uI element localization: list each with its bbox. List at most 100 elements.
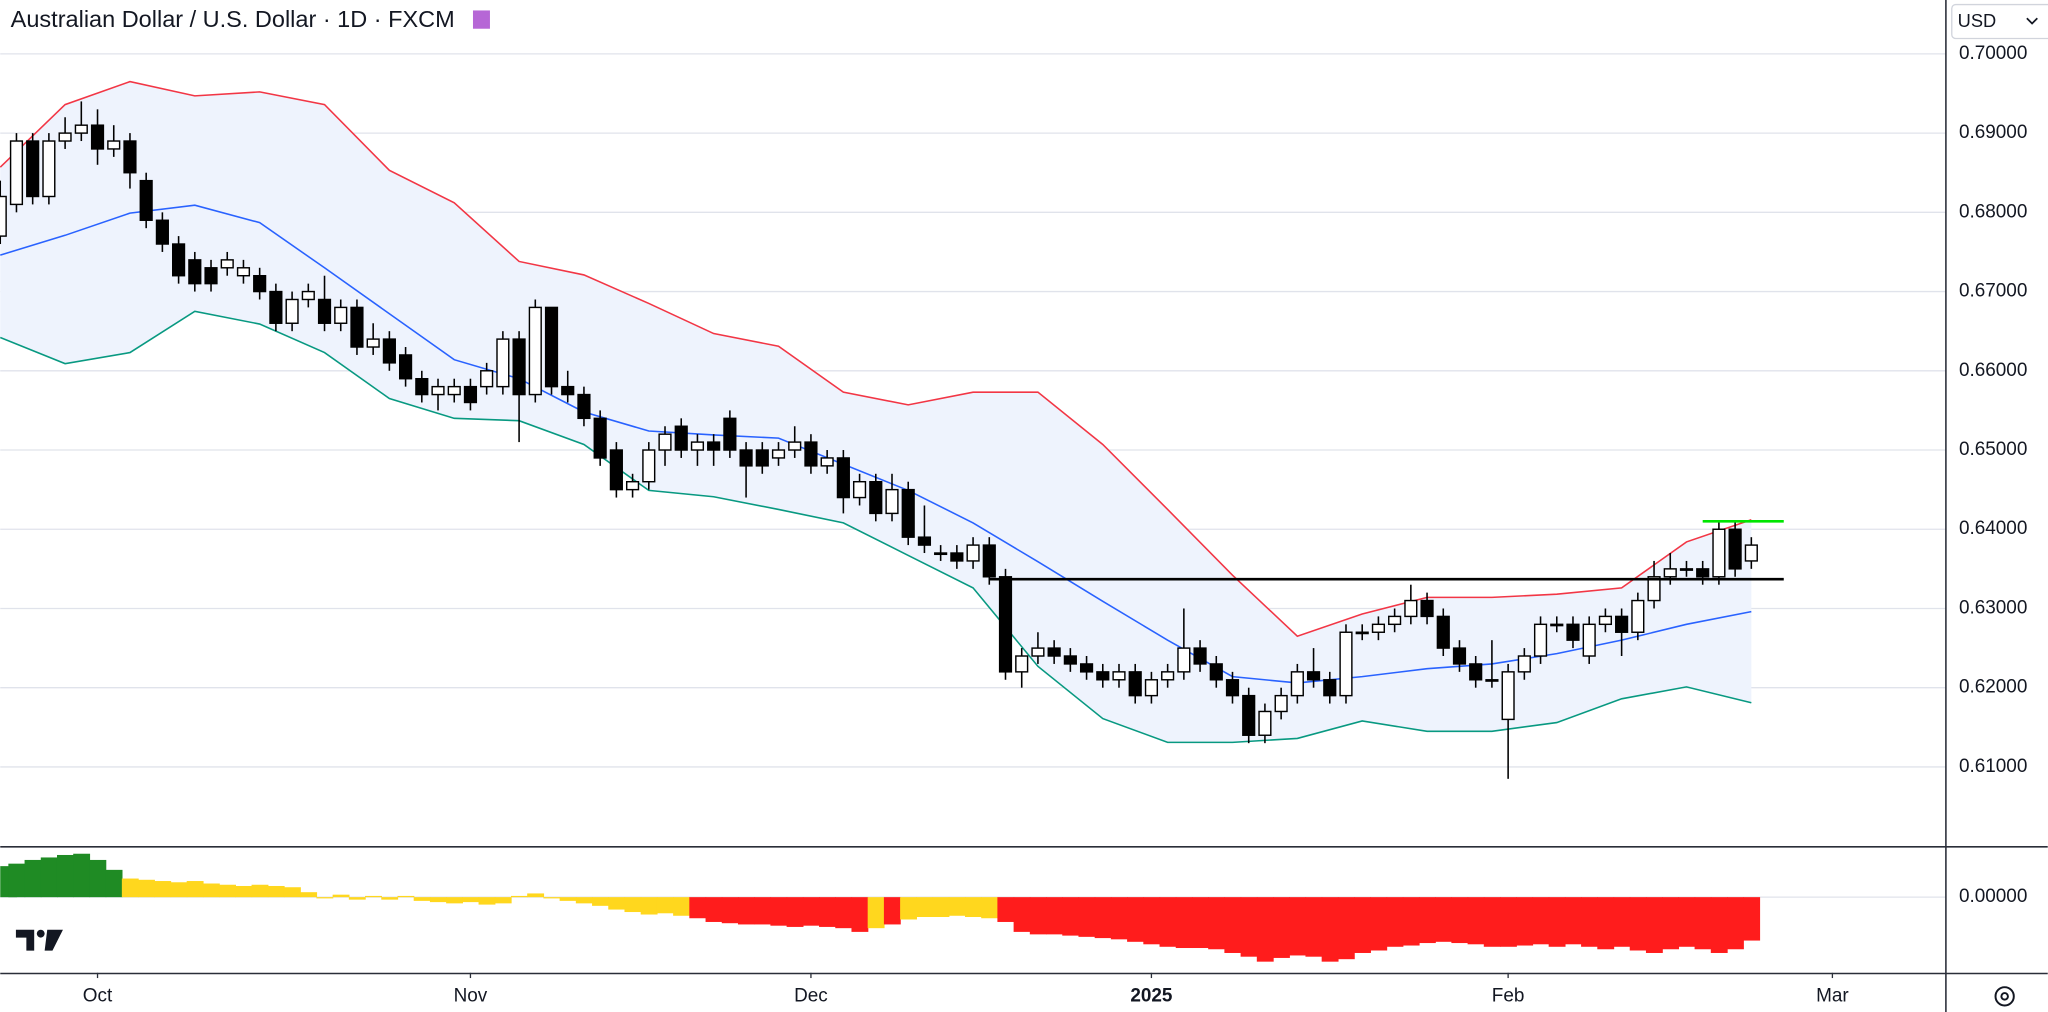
oscillator-bar [786,897,804,927]
candle-body [917,536,932,546]
oscillator-bar [689,897,707,919]
oscillator-bar [1418,897,1436,944]
candle-body [1663,568,1677,578]
oscillator-bar [737,897,755,925]
oscillator-bar [1435,897,1453,942]
oscillator-bar [997,897,1015,922]
y-tick-label: 0.64000 [1959,518,2027,539]
candle-body [1242,694,1256,736]
flag-icon[interactable] [472,10,490,29]
mark-layer [0,101,1784,962]
oscillator-bar [608,897,626,910]
oscillator-bar [283,887,301,898]
oscillator-bar [1402,897,1420,946]
oscillator-bar [1240,897,1258,957]
candle-body [1258,710,1272,736]
candle-body [1631,599,1645,633]
x-tick-label: 2025 [1130,985,1172,1006]
oscillator-bar [1516,897,1534,946]
candle-body [42,140,56,198]
oscillator-bar [186,881,204,898]
candle-body [1647,576,1661,602]
oscillator-bar [478,897,496,905]
candle-body [561,385,575,396]
candle-body [463,385,478,404]
candle-body [901,488,915,538]
chart-title: Australian Dollar / U.S. Dollar · 1D · F… [11,6,455,32]
oscillator-bar [1500,897,1517,947]
band-line [0,310,1752,744]
oscillator-bar [721,897,739,924]
oscillator-bar [1597,897,1615,950]
oscillator-bar [1370,897,1388,951]
oscillator-bar [835,897,853,929]
oscillator-bar [1678,897,1696,947]
oscillator-bar [1662,897,1680,950]
oscillator-bar [1564,897,1582,945]
candle-body [204,267,218,285]
oscillator-bar [105,869,123,898]
settings-icon[interactable] [1994,986,2015,1007]
oscillator-bar [1062,897,1080,936]
x-tick-label: Dec [794,985,828,1006]
x-tick-label: Nov [454,985,488,1006]
oscillator-bar [462,897,480,903]
candle-body [139,179,153,221]
oscillator-bar [446,897,463,904]
oscillator-bar [1354,897,1371,953]
candle-body [707,441,721,451]
candle-body [366,338,380,348]
candle-body [1598,615,1613,626]
candle-body [1728,528,1742,570]
candle-body [285,298,299,324]
oscillator-bar [1029,897,1047,935]
candle-body [1144,679,1159,697]
candle-body [690,441,705,451]
oscillator-bar [121,878,139,898]
candle-body [220,259,234,269]
candle-body [1112,671,1126,681]
candle-body [1031,647,1045,657]
oscillator-bar [1208,897,1226,950]
candle-body [1420,599,1434,618]
candle-body [820,457,834,467]
candle-body [90,124,105,150]
band-fill [0,81,1752,743]
oscillator-bar [300,892,318,898]
candle-body [1177,647,1191,673]
oscillator-bar [1078,897,1096,937]
candle-body [382,338,396,364]
oscillator-bar [900,897,917,920]
oscillator-bar [1289,897,1307,956]
candle-body [1388,615,1402,626]
candle-body [1209,663,1223,681]
candle-body [155,219,169,245]
oscillator-bar [916,897,934,918]
candle-body [528,306,542,396]
candle-body [1128,671,1142,697]
candle-body [804,441,818,467]
candle-body [544,306,559,388]
oscillator-bar [1727,897,1744,950]
oscillator-bar [1483,897,1501,947]
candle-body [1436,615,1450,649]
candle-body [755,449,769,467]
oscillator-bar [559,897,577,901]
oscillator-bar [1143,897,1161,945]
oscillator-bar [1273,897,1290,958]
oscillator-bar [1175,897,1193,949]
oscillator-bar [964,897,982,918]
currency-button[interactable] [1951,3,2048,40]
candle-body [1517,655,1531,673]
oscillator-bar [251,884,269,898]
candle-body [642,449,656,483]
oscillator-bar [1548,897,1566,947]
candle-body [1193,647,1207,665]
candle-body [1225,679,1240,697]
oscillator-bar [932,897,950,918]
oscillator-bar [1710,897,1728,953]
y-tick-label: 0.61000 [1959,756,2027,777]
tradingview-logo [15,929,63,951]
oscillator-bar [1305,897,1323,957]
